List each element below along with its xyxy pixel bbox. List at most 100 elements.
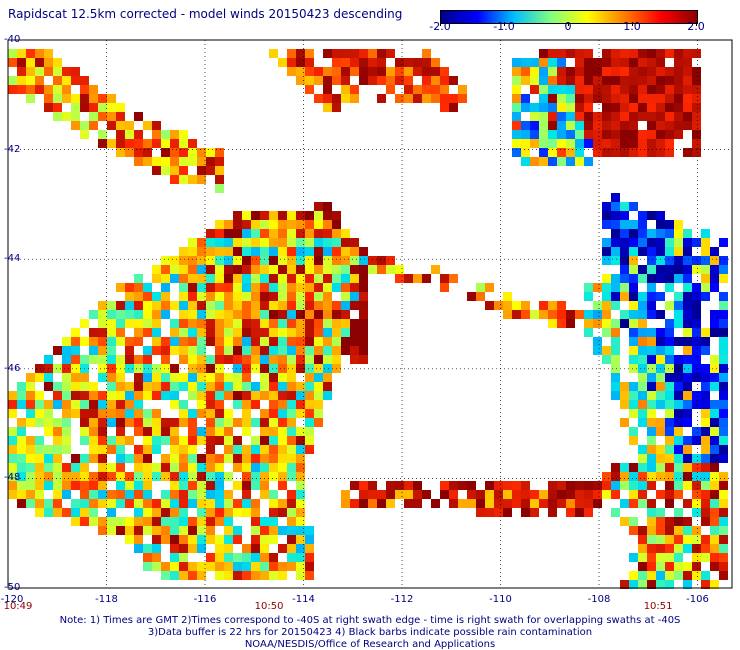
wind-cell <box>98 328 107 337</box>
wind-cell <box>647 454 656 463</box>
wind-cell <box>323 355 332 364</box>
wind-cell <box>170 436 179 445</box>
wind-cell <box>638 328 647 337</box>
wind-cell <box>287 310 296 319</box>
wind-cell <box>215 220 224 229</box>
wind-cell <box>206 337 215 346</box>
wind-cell <box>116 517 125 526</box>
wind-cell <box>152 292 161 301</box>
wind-cell <box>602 103 611 112</box>
wind-cell <box>674 427 683 436</box>
wind-cell <box>71 472 80 481</box>
wind-cell <box>395 94 404 103</box>
wind-cell <box>404 490 413 499</box>
wind-cell <box>683 103 692 112</box>
wind-cell <box>152 382 161 391</box>
wind-cell <box>269 220 278 229</box>
wind-cell <box>638 373 647 382</box>
wind-cell <box>152 346 161 355</box>
wind-cell <box>674 535 683 544</box>
wind-cell <box>53 391 62 400</box>
wind-cell <box>107 301 116 310</box>
wind-cell <box>197 481 206 490</box>
wind-cell <box>287 553 296 562</box>
wind-cell <box>224 283 233 292</box>
wind-cell <box>143 445 152 454</box>
wind-cell <box>701 490 710 499</box>
wind-cell <box>611 355 620 364</box>
wind-cell <box>215 364 224 373</box>
wind-cell <box>125 409 134 418</box>
wind-cell <box>80 463 89 472</box>
wind-cell <box>557 103 566 112</box>
wind-cell <box>611 130 620 139</box>
wind-cell <box>422 58 431 67</box>
wind-cell <box>35 409 44 418</box>
wind-cell <box>647 427 656 436</box>
wind-cell <box>584 103 593 112</box>
wind-cell <box>647 328 656 337</box>
wind-cell <box>242 373 251 382</box>
wind-cell <box>467 490 476 499</box>
wind-cell <box>296 247 305 256</box>
wind-cell <box>314 355 323 364</box>
wind-cell <box>233 247 242 256</box>
wind-cell <box>170 526 179 535</box>
wind-cell <box>251 544 260 553</box>
wind-cell <box>179 436 188 445</box>
wind-cell <box>179 400 188 409</box>
wind-cell <box>152 418 161 427</box>
wind-cell <box>521 157 530 166</box>
wind-cell <box>278 292 287 301</box>
wind-cell <box>512 76 521 85</box>
wind-cell <box>575 103 584 112</box>
wind-cell <box>170 175 179 184</box>
wind-cell <box>575 67 584 76</box>
wind-cell <box>206 508 215 517</box>
wind-cell <box>233 319 242 328</box>
wind-cell <box>26 454 35 463</box>
wind-cell <box>269 571 278 580</box>
wind-cell <box>719 562 728 571</box>
wind-cell <box>26 472 35 481</box>
wind-cell <box>134 328 143 337</box>
wind-cell <box>305 265 314 274</box>
wind-cell <box>638 418 647 427</box>
wind-cell <box>539 58 548 67</box>
wind-cell <box>305 220 314 229</box>
wind-cell <box>305 301 314 310</box>
wind-cell <box>665 319 674 328</box>
wind-cell <box>683 229 692 238</box>
wind-cell <box>71 517 80 526</box>
wind-cell <box>26 76 35 85</box>
wind-cell <box>449 76 458 85</box>
wind-cell <box>206 148 215 157</box>
wind-cell <box>683 436 692 445</box>
wind-cell <box>287 373 296 382</box>
wind-cell <box>323 319 332 328</box>
wind-cell <box>17 436 26 445</box>
wind-cell <box>134 310 143 319</box>
wind-cell <box>350 292 359 301</box>
wind-cell <box>197 157 206 166</box>
wind-cell <box>548 499 557 508</box>
wind-cell <box>305 256 314 265</box>
wind-cell <box>8 76 17 85</box>
wind-cell <box>35 436 44 445</box>
wind-cell <box>692 328 701 337</box>
wind-cell <box>359 355 368 364</box>
wind-cell <box>548 49 557 58</box>
wind-cell <box>170 454 179 463</box>
wind-cell <box>269 562 278 571</box>
wind-cell <box>233 229 242 238</box>
wind-cell <box>638 310 647 319</box>
wind-cell <box>521 121 530 130</box>
wind-cell <box>584 508 593 517</box>
latitude-label: -40 <box>4 34 21 45</box>
wind-cell <box>143 310 152 319</box>
wind-cell <box>314 76 323 85</box>
wind-cell <box>665 409 674 418</box>
wind-cell <box>188 517 197 526</box>
wind-cell <box>89 94 98 103</box>
wind-cell <box>188 463 197 472</box>
